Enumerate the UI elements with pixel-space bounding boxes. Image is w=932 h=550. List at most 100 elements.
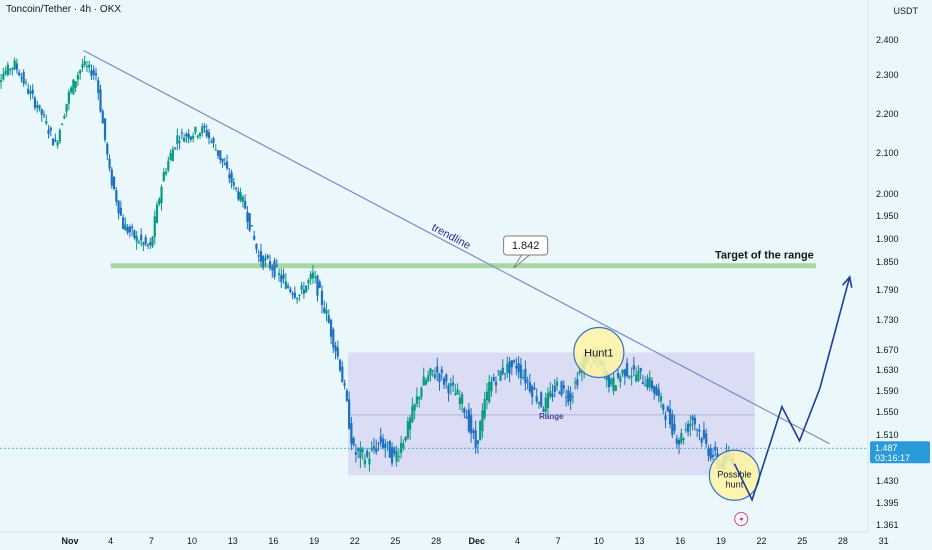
candle-body — [528, 382, 532, 392]
candle-body — [682, 438, 685, 440]
candle-body — [232, 182, 235, 186]
candle-body — [648, 377, 651, 388]
candle-body — [180, 132, 183, 134]
candle-body — [689, 423, 692, 427]
candle-body — [512, 360, 516, 363]
candle-body — [390, 447, 394, 464]
candle-body — [476, 440, 480, 445]
candle-body — [144, 237, 147, 244]
candle-body — [395, 451, 398, 462]
candle-body — [354, 452, 357, 455]
candle-body — [72, 79, 75, 95]
candle-body — [483, 399, 486, 418]
y-tick-label: 1.730 — [876, 315, 899, 325]
candle-body — [230, 172, 233, 183]
candle-body — [262, 256, 265, 268]
candle-body — [122, 217, 125, 230]
candle-body — [372, 446, 376, 450]
candle-body — [282, 274, 285, 279]
current-price-value: 1.487 — [875, 443, 898, 453]
candle-body — [641, 382, 645, 384]
candle-body — [497, 370, 500, 372]
candle-body — [323, 307, 326, 313]
candle-body — [519, 364, 522, 378]
candle-body — [438, 373, 441, 383]
x-tick-label: 4 — [108, 536, 113, 546]
candle-body — [549, 391, 552, 397]
candle-body — [470, 415, 473, 434]
candle-body — [635, 374, 638, 381]
candle-body — [137, 242, 141, 244]
candle-body — [40, 109, 43, 115]
candle-body — [662, 404, 665, 411]
projection-path — [733, 276, 851, 502]
candle-body — [696, 429, 699, 431]
candle-body — [576, 379, 579, 386]
candle-body — [666, 406, 669, 412]
candle-body — [275, 265, 278, 267]
x-tick-label: 31 — [879, 536, 889, 546]
x-tick-label: 7 — [149, 536, 154, 546]
candle-body — [176, 135, 179, 145]
candle-body — [614, 385, 617, 391]
current-price-tag — [870, 441, 930, 464]
candle-body — [135, 235, 138, 242]
candle-body — [4, 70, 7, 75]
candle-body — [13, 60, 16, 69]
candle-body — [307, 280, 310, 284]
candle-body — [553, 385, 556, 392]
candle-body — [90, 70, 93, 77]
candle-body — [522, 377, 525, 379]
y-tick-label: 1.550 — [876, 407, 899, 417]
candle-body — [384, 443, 387, 449]
candle-body — [350, 422, 353, 444]
candle-body — [488, 381, 491, 402]
candle-body — [128, 226, 131, 233]
candle-body — [490, 381, 493, 392]
candle-body — [616, 372, 620, 378]
x-tick-label: 4 — [515, 536, 520, 546]
candle-body — [253, 235, 256, 240]
candle-body — [675, 438, 678, 444]
candle-body — [81, 64, 84, 68]
x-tick-label: 7 — [556, 536, 561, 546]
candle-body — [646, 379, 649, 388]
candle-body — [268, 261, 272, 268]
candle-body — [542, 409, 545, 412]
symbol-title[interactable]: Toncoin/Tether · 4h · OKX — [6, 4, 122, 15]
candle-body — [707, 447, 710, 456]
candle-body — [524, 368, 527, 384]
candle-body — [207, 132, 211, 139]
hunt-label: Hunt1 — [584, 348, 613, 360]
candle-body — [334, 345, 337, 352]
candle-body — [117, 200, 120, 214]
candle-body — [436, 366, 439, 373]
candle-body — [540, 392, 543, 407]
candle-body — [189, 136, 193, 140]
candle-body — [241, 196, 244, 202]
candle-body — [702, 429, 706, 439]
x-tick-label: 22 — [757, 536, 767, 546]
candle-body — [465, 416, 468, 419]
x-tick-label: 25 — [390, 536, 400, 546]
candle-body — [216, 150, 220, 156]
candle-body — [607, 375, 611, 388]
candle-body — [567, 390, 570, 403]
candle-body — [680, 432, 683, 443]
candle-body — [280, 275, 283, 282]
candle-body — [578, 371, 581, 374]
candle-body — [237, 191, 240, 200]
candle-body — [277, 273, 281, 276]
candle-body — [429, 368, 432, 376]
candle-body — [366, 450, 369, 457]
y-tick-label: 1.900 — [876, 234, 899, 244]
candle-body — [271, 266, 274, 271]
candle-body — [149, 242, 152, 245]
candle-body — [479, 421, 482, 441]
candle-body — [112, 176, 116, 190]
candle-body — [2, 73, 5, 80]
candle-body — [266, 255, 269, 259]
candle-body — [637, 371, 640, 382]
